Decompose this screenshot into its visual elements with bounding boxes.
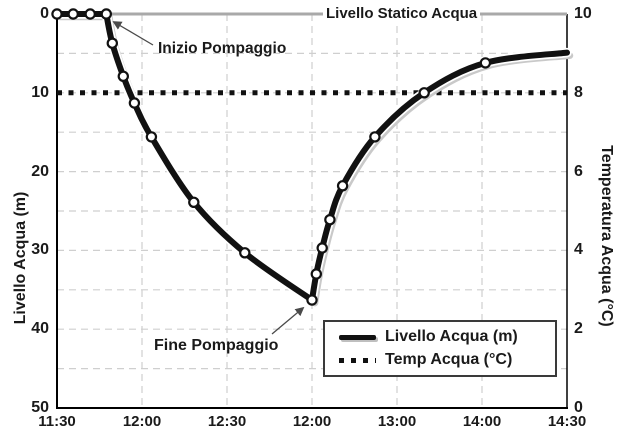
legend-label-temp: Temp Acqua (°C): [385, 351, 513, 368]
right-tick-label: 10: [574, 5, 592, 22]
data-point-marker: [145, 131, 158, 143]
x-tick-label: 11:30: [38, 413, 76, 430]
x-tick-label: 12:30: [207, 413, 247, 430]
left-tick-label: 0: [40, 5, 49, 22]
x-tick-label: 14:00: [462, 413, 502, 430]
left-tick-label: 30: [31, 241, 49, 259]
data-point-marker: [100, 8, 113, 20]
annotation-inizio-pompaggio: Inizio Pompaggio: [158, 40, 287, 57]
x-tick-label: 13:00: [377, 413, 417, 430]
data-point-marker: [479, 57, 492, 69]
data-point-marker: [369, 131, 381, 143]
right-tick-label: 2: [574, 320, 583, 338]
data-point-marker: [418, 87, 430, 99]
x-tick-label: 14:30: [547, 413, 587, 430]
right-axis-title: Temperatura Acqua (°C): [598, 145, 615, 327]
static-water-level-label: Livello Statico Acqua: [323, 5, 481, 22]
data-point-marker: [106, 37, 119, 49]
legend: Livello Acqua (m) Temp Acqua (°C): [323, 320, 557, 377]
data-point-marker: [310, 268, 322, 280]
fine-arrow: [271, 306, 305, 335]
data-point-marker: [324, 213, 336, 226]
data-point-marker: [336, 180, 349, 192]
legend-entry-livello: Livello Acqua (m): [339, 328, 555, 346]
inizio-arrow: [112, 21, 154, 46]
data-point-marker: [316, 242, 328, 254]
water-level-curve: [106, 13, 319, 307]
right-tick-label: 6: [574, 162, 583, 180]
solid-line-swatch: [339, 334, 376, 340]
legend-label-livello: Livello Acqua (m): [385, 328, 518, 345]
left-tick-label: 20: [31, 162, 49, 180]
legend-entry-temp: Temp Acqua (°C): [339, 351, 555, 369]
x-tick-label: 12:00: [292, 413, 332, 430]
data-point-marker: [51, 8, 63, 20]
dotted-line-swatch: [339, 357, 376, 363]
right-tick-label: 0: [574, 399, 583, 416]
data-point-marker: [239, 247, 251, 259]
water-level-curve: [309, 49, 570, 303]
data-point-marker: [67, 8, 79, 20]
data-point-marker: [306, 294, 318, 306]
left-tick-label: 50: [31, 399, 49, 416]
data-point-markers: [51, 8, 492, 306]
right-tick-label: 4: [574, 241, 583, 259]
data-point-marker: [128, 97, 141, 109]
left-tick-label: 40: [31, 320, 49, 338]
right-tick-label: 8: [574, 83, 583, 101]
left-tick-label: 10: [31, 83, 49, 101]
annotation-fine-pompaggio: Fine Pompaggio: [154, 337, 279, 354]
data-point-marker: [84, 8, 96, 20]
data-point-marker: [188, 196, 200, 208]
data-point-marker: [117, 70, 130, 83]
x-tick-label: 12:00: [122, 413, 162, 430]
